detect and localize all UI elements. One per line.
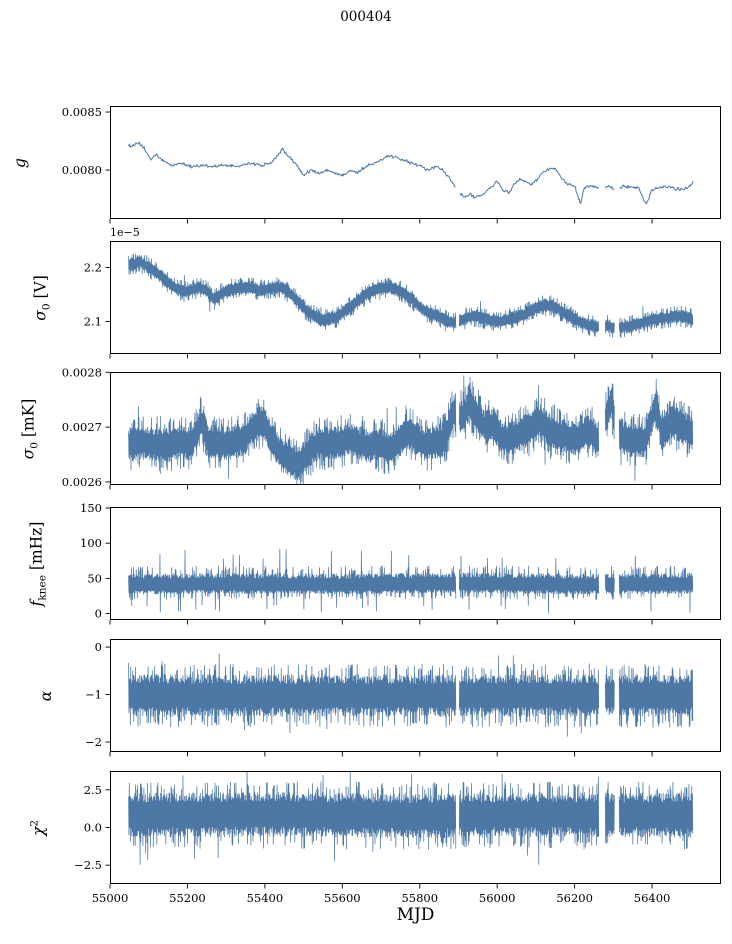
y-tick-label: 0.0027 bbox=[62, 420, 102, 434]
y-axis-label-fknee: fknee [mHz] bbox=[27, 521, 48, 606]
y-axis-label-segment: g bbox=[11, 157, 29, 168]
x-tick-label: 55200 bbox=[169, 891, 206, 905]
y-axis-label-segment: [V] bbox=[31, 274, 50, 303]
x-tick-label: 56200 bbox=[556, 891, 593, 905]
series-chi2 bbox=[604, 781, 615, 844]
y-axis-label-sigma0-v: σ0 [V] bbox=[31, 275, 52, 321]
series-sigma0-mk bbox=[618, 378, 694, 481]
x-tick-label: 56400 bbox=[634, 891, 671, 905]
series-sigma0-v bbox=[604, 315, 615, 338]
panel-sigma0-v: 2.1 2.2 1e−5 bbox=[84, 226, 721, 359]
panel-border bbox=[110, 241, 721, 354]
y-axis-label-chi2: χ2 bbox=[28, 819, 47, 835]
y-axis-label-segment: σ bbox=[19, 448, 38, 459]
y-axis-label-segment: 0 bbox=[28, 441, 41, 449]
y-axis-label-sigma0-mk: σ0 [mK] bbox=[19, 398, 40, 459]
y-tick-label: 0 bbox=[95, 607, 102, 621]
y-tick-label: 0 bbox=[95, 640, 102, 654]
y-tick-label: −2.5 bbox=[74, 858, 102, 872]
panel-border bbox=[110, 372, 721, 485]
series-fknee bbox=[128, 548, 457, 613]
y-tick-label: 100 bbox=[80, 536, 102, 550]
series-alpha bbox=[128, 653, 457, 734]
y-axis-label-segment: [mK] bbox=[19, 398, 38, 442]
panel-border bbox=[110, 771, 721, 884]
series-chi2 bbox=[618, 781, 694, 850]
y-tick-label: 50 bbox=[87, 571, 102, 585]
series-sigma0-v bbox=[458, 295, 600, 337]
y-tick-label: −1 bbox=[85, 688, 102, 702]
x-tick-label: 55800 bbox=[401, 891, 438, 905]
y-axis-label-segment: [mHz] bbox=[27, 521, 46, 575]
series-g bbox=[605, 185, 615, 190]
series-g bbox=[459, 167, 600, 204]
y-axis-label-segment: χ bbox=[29, 826, 48, 836]
series-sigma0-v bbox=[618, 305, 694, 338]
series-chi2 bbox=[458, 773, 600, 865]
figure-title: 000404 bbox=[340, 9, 392, 25]
y-axis-label-g: g bbox=[11, 158, 29, 168]
series-fknee bbox=[618, 555, 694, 613]
series-alpha bbox=[458, 655, 600, 737]
series-chi2 bbox=[128, 771, 457, 865]
y-axis-label-segment: σ bbox=[31, 309, 50, 321]
series-sigma0-mk bbox=[128, 391, 457, 485]
x-tick-label: 55600 bbox=[324, 891, 361, 905]
y-tick-label: 0.0028 bbox=[62, 365, 102, 379]
y-axis-label-segment: α bbox=[37, 690, 55, 701]
y-tick-label: 150 bbox=[80, 501, 102, 515]
panel-border bbox=[110, 639, 721, 752]
panel-fknee: 0 50 100 150 bbox=[80, 501, 721, 625]
series-alpha bbox=[604, 665, 615, 715]
y-axis-label-segment: knee bbox=[36, 574, 49, 601]
y-axis-offset-label: 1e−5 bbox=[110, 226, 140, 239]
panel-g: 0.0080 0.0085 bbox=[62, 105, 721, 224]
panel-border bbox=[110, 507, 721, 620]
y-tick-label: 0.0080 bbox=[62, 163, 102, 177]
y-axis-label-segment: f bbox=[27, 600, 46, 606]
series-fknee bbox=[458, 555, 600, 614]
x-axis-title: MJD bbox=[396, 905, 435, 925]
series-g bbox=[128, 141, 456, 188]
y-axis-label-segment: 0 bbox=[40, 302, 53, 310]
y-tick-label: 2.1 bbox=[84, 315, 102, 329]
panel-sigma0-mk: 0.0026 0.0027 0.0028 bbox=[62, 365, 721, 490]
x-tick-label: 56000 bbox=[479, 891, 516, 905]
series-g bbox=[619, 181, 694, 205]
y-tick-label: −2 bbox=[85, 735, 102, 749]
series-sigma0-mk bbox=[604, 383, 615, 440]
y-tick-label: 2.5 bbox=[84, 783, 102, 797]
y-tick-label: 0.0 bbox=[84, 821, 102, 835]
panel-alpha: −2 −1 0 bbox=[85, 639, 721, 757]
series-alpha bbox=[618, 664, 694, 728]
y-axis-label-alpha: α bbox=[37, 690, 55, 700]
x-tick-label: 55000 bbox=[92, 891, 129, 905]
panel-chi2: −2.5 0.0 2.5 55000 55200 55400 55600 55800 56000… bbox=[74, 771, 721, 905]
y-tick-label: 2.2 bbox=[84, 260, 102, 274]
series-sigma0-mk bbox=[458, 375, 600, 465]
panel-border bbox=[110, 106, 721, 219]
series-fknee bbox=[604, 566, 615, 600]
y-tick-label: 0.0085 bbox=[62, 105, 102, 119]
x-tick-label: 55400 bbox=[247, 891, 284, 905]
series-sigma0-v bbox=[128, 253, 457, 332]
y-axis-label-segment: 2 bbox=[28, 819, 41, 827]
y-tick-label: 0.0026 bbox=[62, 475, 102, 489]
